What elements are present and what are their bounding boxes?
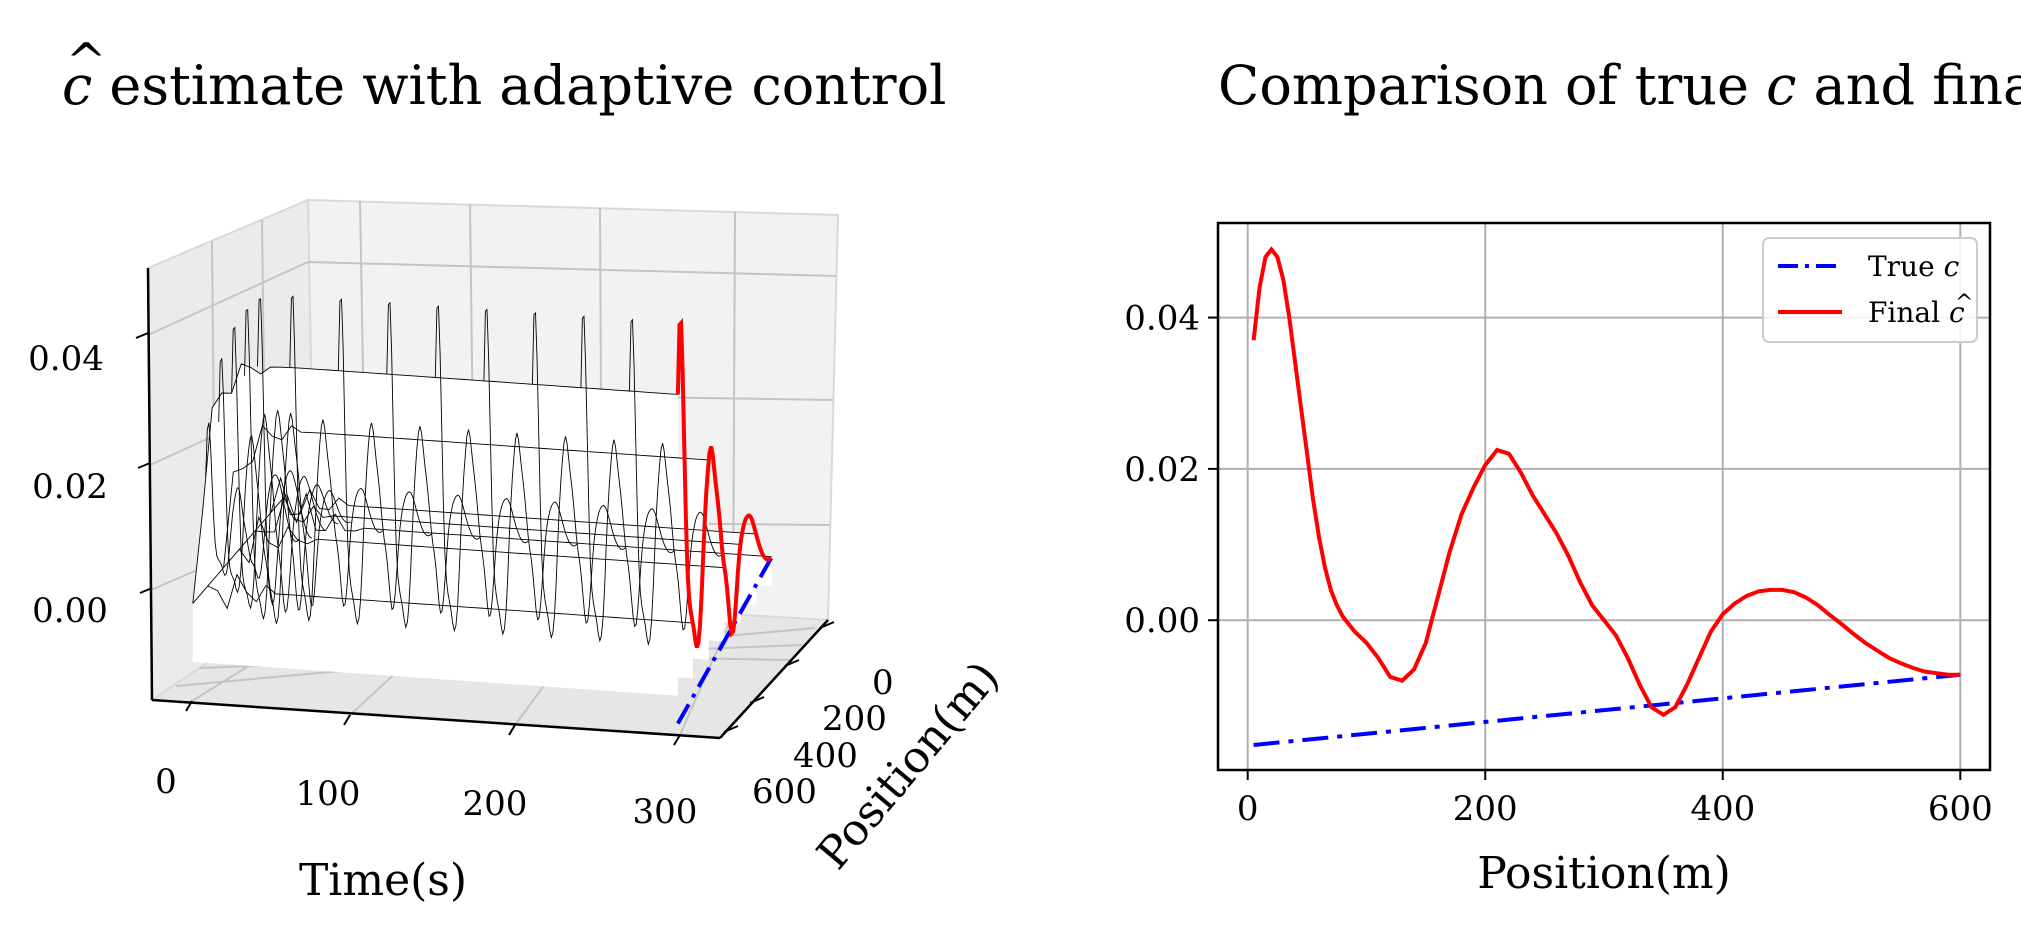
- position-axis-line: [719, 619, 829, 739]
- z-tick-mark-2: [135, 332, 149, 339]
- position-tick-label-1: 200: [822, 699, 887, 739]
- surface-wire-time-3: [231, 326, 326, 614]
- left-title-chat: c: [62, 34, 107, 117]
- position-tick-mark-3: [723, 725, 739, 733]
- time-tick-mark-3: [673, 734, 681, 746]
- legend: True c Final c ^: [1762, 237, 1978, 343]
- surface-wire-time-4: [244, 309, 338, 621]
- position-tick-label-2: 400: [793, 736, 858, 776]
- position-tick-mark-1: [784, 659, 800, 667]
- surface-wire-time-6: [289, 295, 384, 623]
- legend-true-c-label: True c: [1868, 250, 1960, 283]
- left-title-text: estimate with adaptive control: [92, 54, 947, 117]
- surface-wire-time-9: [434, 305, 529, 633]
- position-tick-label-3: 600: [752, 772, 817, 812]
- z-tick-mark-1: [137, 462, 151, 469]
- surface-wire-time-5: [257, 298, 351, 624]
- legend-true-c-prefix: True: [1868, 250, 1944, 283]
- x-tick-label-2: 400: [1690, 789, 1755, 829]
- surface-wire-time-7: [337, 298, 432, 626]
- right-chart-title: Comparison of true c and final c: [1218, 54, 2021, 117]
- time-axis-label: Time(s): [299, 855, 467, 906]
- time-tick-label-0: 0: [155, 762, 177, 802]
- time-tick-label-1: 100: [296, 774, 361, 814]
- z-tick-label-0: 0.00: [32, 591, 108, 631]
- legend-final-c-hat-var: c: [1949, 296, 1965, 329]
- surface-wire-time-11: [531, 311, 626, 640]
- right-title-middle: and final: [1813, 54, 2021, 117]
- position-tick-label-0: 0: [872, 663, 894, 703]
- z-axis-line: [146, 267, 154, 701]
- surface-true-c-line: [676, 555, 774, 725]
- y-ticks: 0.00 0.02 0.04: [1124, 299, 1218, 641]
- surface-wire-time-8: [386, 301, 481, 629]
- time-axis-line: [151, 698, 721, 740]
- legend-true-c-var: c: [1944, 250, 1960, 283]
- surface-wire-time-2: [218, 358, 313, 607]
- x-tick-label-0: 0: [1237, 789, 1259, 829]
- y-tick-label-1: 0.02: [1124, 450, 1200, 490]
- x-tick-label-1: 200: [1453, 789, 1518, 829]
- true-c-line: [1253, 672, 1961, 747]
- time-tick-mark-2: [508, 724, 516, 736]
- z-tick-mark-0: [139, 587, 153, 594]
- right-title-c-var: c: [1766, 54, 1797, 117]
- time-tick-mark-1: [343, 714, 351, 726]
- surface-wire-time-10: [483, 308, 578, 636]
- position-tick-mark-2: [749, 696, 765, 704]
- surface-wire-time-12: [580, 315, 675, 643]
- surface-wire-time-1: [205, 422, 300, 579]
- left-chart-title: c estimate with adaptive control: [62, 34, 947, 117]
- z-tick-label-2: 0.04: [28, 339, 104, 379]
- right-title-prefix: Comparison of true: [1218, 54, 1767, 117]
- y-tick-label-0: 0.00: [1124, 601, 1200, 641]
- plot-frame: [1216, 221, 1992, 772]
- time-tick-mark-0: [185, 700, 193, 712]
- final-c-hat-line: [1251, 246, 1961, 718]
- legend-final-c-hat-prefix: Final: [1868, 296, 1949, 329]
- legend-final-hat-accent: ^: [1955, 291, 1973, 316]
- surface-fill-slice-0: [192, 363, 678, 696]
- surface-wire-time-13: [628, 318, 723, 646]
- surface-3d-chart: 0.00 0.02 0.04 0 100 200 300 Time(s) 0 2…: [28, 198, 1009, 906]
- x-tick-label-3: 600: [1928, 789, 1993, 829]
- z-tick-label-1: 0.02: [32, 467, 108, 507]
- legend-final-c-hat-label: Final c: [1868, 296, 1965, 329]
- position-tick-mark-0: [819, 621, 835, 629]
- time-tick-label-2: 200: [463, 784, 528, 824]
- x-ticks: 0 200 400 600: [1237, 770, 1993, 829]
- time-tick-label-3: 300: [633, 792, 698, 832]
- surface-wireframe: [192, 295, 772, 646]
- y-tick-label-2: 0.04: [1124, 299, 1200, 339]
- surface-final-c-hat-line: [675, 318, 773, 649]
- x-axis-label: Position(m): [1477, 848, 1731, 899]
